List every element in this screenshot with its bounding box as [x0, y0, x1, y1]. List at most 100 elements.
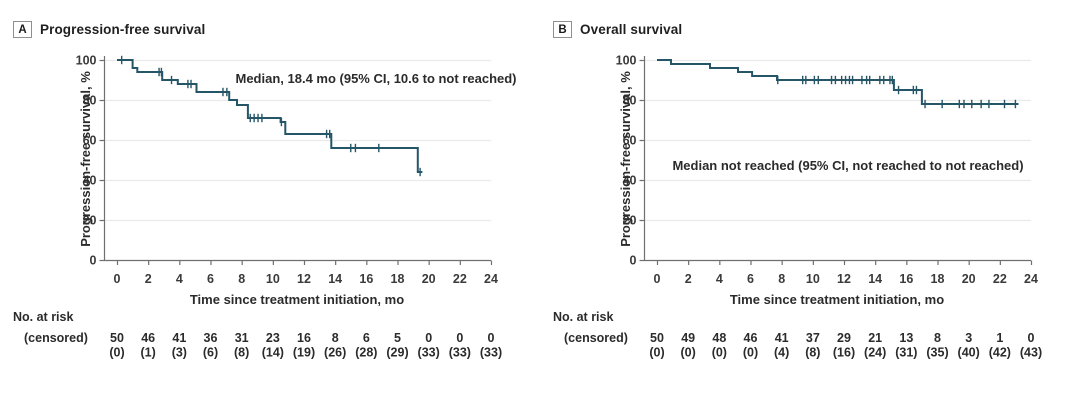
censored-count: (0): [109, 346, 124, 360]
at-risk-count: 29: [837, 331, 851, 345]
at-risk-count: 6: [363, 331, 370, 345]
median-annotation: Median not reached (95% CI, not reached …: [672, 158, 1023, 173]
censored-count: (24): [864, 346, 886, 360]
censored-count: (33): [480, 346, 502, 360]
y-tick-label: 0: [90, 254, 97, 268]
y-tick-label: 80: [83, 94, 97, 108]
panel-b-header: B Overall survival: [553, 21, 682, 38]
censored-count: (40): [958, 346, 980, 360]
x-tick-label: 4: [176, 272, 183, 286]
at-risk-count: 0: [488, 331, 495, 345]
x-tick-label: 12: [837, 272, 851, 286]
y-tick-label: 80: [623, 94, 637, 108]
x-tick-label: 0: [654, 272, 661, 286]
at-risk-count: 46: [141, 331, 155, 345]
censored-count: (42): [989, 346, 1011, 360]
at-risk-count: 13: [899, 331, 913, 345]
at-risk-count: 5: [394, 331, 401, 345]
panel-a-letter-badge: A: [13, 21, 32, 38]
censored-count: (43): [1020, 346, 1042, 360]
at-risk-count: 49: [681, 331, 695, 345]
censored-count: (19): [293, 346, 315, 360]
x-tick-label: 20: [422, 272, 436, 286]
panel-a-header: A Progression-free survival: [13, 21, 205, 38]
at-risk-count: 16: [297, 331, 311, 345]
x-axis-title: Time since treatment initiation, mo: [190, 292, 404, 307]
median-annotation: Median, 18.4 mo (95% CI, 10.6 to not rea…: [235, 71, 516, 86]
censored-count: (26): [324, 346, 346, 360]
censored-count: (35): [926, 346, 948, 360]
x-tick-label: 16: [359, 272, 373, 286]
x-tick-label: 8: [238, 272, 245, 286]
y-tick-label: 60: [83, 134, 97, 148]
panel-b-letter-badge: B: [553, 21, 572, 38]
panel-a-chart: 0 20 40 60 80 100 0 2 4 6 8 10 12 14 16 18 20 22 24 Time si…: [13, 54, 517, 360]
at-risk-count: 23: [266, 331, 280, 345]
y-tick-label: 40: [83, 174, 97, 188]
y-tick-label: 0: [630, 254, 637, 268]
x-tick-label: 0: [114, 272, 121, 286]
x-tick-label: 20: [962, 272, 976, 286]
censored-count: (0): [649, 346, 664, 360]
y-tick-label: 40: [623, 174, 637, 188]
x-tick-label: 16: [899, 272, 913, 286]
x-tick-label: 22: [453, 272, 467, 286]
x-tick-label: 10: [266, 272, 280, 286]
y-axis-title: Progression-free survival, %: [618, 71, 633, 247]
censored-count: (16): [833, 346, 855, 360]
censored-count: (8): [805, 346, 820, 360]
at-risk-count: 0: [1028, 331, 1035, 345]
at-risk-count: 50: [650, 331, 664, 345]
x-axis-title: Time since treatment initiation, mo: [730, 292, 944, 307]
censored-count: (14): [262, 346, 284, 360]
censored-count: (33): [449, 346, 471, 360]
censored-label: (censored): [24, 331, 88, 345]
y-tick-label: 20: [623, 214, 637, 228]
panel-progression-free-survival: A Progression-free survival 0 20 40 60 80 100…: [13, 21, 517, 360]
censored-count: (0): [743, 346, 758, 360]
at-risk-count: 21: [868, 331, 882, 345]
at-risk-label: No. at risk: [553, 310, 613, 324]
censored-count: (29): [386, 346, 408, 360]
at-risk-count: 8: [332, 331, 339, 345]
y-tick-label: 100: [76, 54, 97, 68]
x-tick-label: 14: [868, 272, 882, 286]
x-tick-label: 2: [685, 272, 692, 286]
panel-b-chart: 0 20 40 60 80 100 0 2 4 6 8 10 12 14 16 18 20 22 24 Time si…: [540, 0, 1080, 400]
survival-curve: [657, 59, 1019, 105]
censored-count: (33): [418, 346, 440, 360]
at-risk-count: 41: [172, 331, 186, 345]
at-risk-count: 48: [712, 331, 726, 345]
x-tick-label: 18: [931, 272, 945, 286]
censored-count: (31): [895, 346, 917, 360]
x-tick-label: 18: [391, 272, 405, 286]
y-tick-label: 60: [623, 134, 637, 148]
y-tick-label: 20: [83, 214, 97, 228]
censored-label: (censored): [564, 331, 628, 345]
y-axis-title: Progression-free survival, %: [78, 71, 93, 247]
at-risk-count: 37: [806, 331, 820, 345]
at-risk-count: 31: [235, 331, 249, 345]
at-risk-count: 0: [456, 331, 463, 345]
x-tick-label: 4: [716, 272, 723, 286]
x-tick-label: 22: [993, 272, 1007, 286]
y-tick-label: 100: [616, 54, 637, 68]
at-risk-count: 1: [996, 331, 1003, 345]
censored-count: (8): [234, 346, 249, 360]
x-tick-label: 14: [328, 272, 342, 286]
at-risk-count: 3: [965, 331, 972, 345]
panel-b-title: Overall survival: [580, 22, 683, 37]
at-risk-count: 8: [934, 331, 941, 345]
censored-count: (0): [681, 346, 696, 360]
x-tick-label: 8: [778, 272, 785, 286]
censored-count: (6): [203, 346, 218, 360]
censored-count: (3): [172, 346, 187, 360]
x-tick-label: 2: [145, 272, 152, 286]
panel-a-title: Progression-free survival: [40, 22, 206, 37]
at-risk-count: 41: [775, 331, 789, 345]
censored-count: (0): [712, 346, 727, 360]
x-tick-label: 6: [747, 272, 754, 286]
